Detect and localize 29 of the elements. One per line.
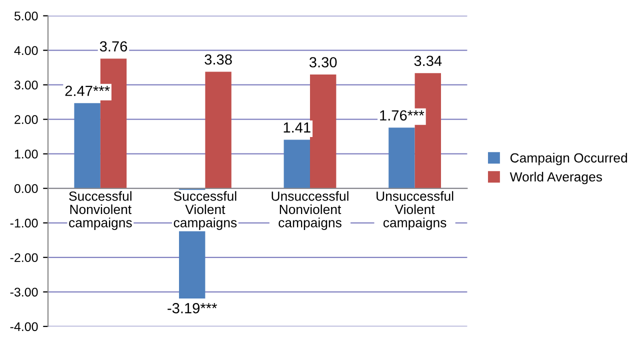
legend-label: World Averages <box>510 172 602 184</box>
data-label: 1.76*** <box>380 110 424 121</box>
y-tick-label: -3.00 <box>10 288 38 297</box>
data-label: 3.38 <box>204 54 232 65</box>
x-tick-label: Unsuccessful Nonviolent campaigns <box>272 191 348 230</box>
data-label: 2.47*** <box>65 86 110 96</box>
data-label: 3.30 <box>309 57 337 68</box>
bar <box>205 72 232 188</box>
y-tick-label: -4.00 <box>10 322 38 332</box>
bar <box>310 74 336 188</box>
y-tick-label: -1.00 <box>10 218 38 228</box>
legend-label: Campaign Occurred <box>510 152 628 166</box>
y-tick-label: 3.00 <box>14 80 38 90</box>
data-label: -3.19*** <box>168 303 218 314</box>
x-tick-label: Successful Violent campaigns <box>174 191 237 230</box>
y-tick-label: 5.00 <box>14 12 38 20</box>
bar <box>284 140 310 188</box>
y-tick-label: 2.00 <box>14 115 38 124</box>
y-tick-label: 4.00 <box>14 46 38 55</box>
y-tick-label: -2.00 <box>10 253 38 262</box>
data-label: 3.34 <box>414 56 442 66</box>
data-label: 1.41 <box>284 122 310 133</box>
x-tick-label: Unsuccessful Violent campaigns <box>376 191 454 230</box>
data-label: 3.76 <box>100 41 128 52</box>
bar <box>74 103 100 188</box>
y-tick-label: 0.00 <box>14 184 38 194</box>
bar <box>388 128 415 188</box>
x-tick-label: Successful Nonviolent campaigns <box>69 191 132 230</box>
y-tick-label: 1.00 <box>14 150 38 159</box>
